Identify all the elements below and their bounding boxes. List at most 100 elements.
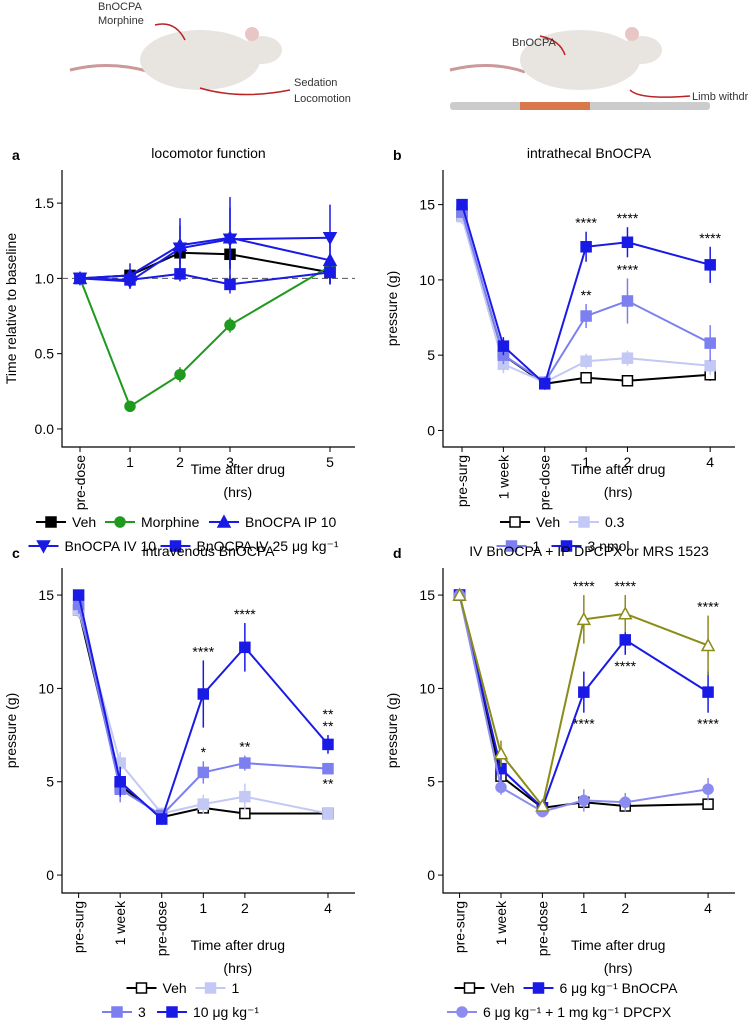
legend-marker [169,540,182,552]
series-line [77,604,329,817]
panel-letter: b [393,147,402,163]
legend-marker [505,540,518,552]
data-point [124,274,136,286]
y-tick-label: 10 [419,272,435,288]
data-point [617,606,633,620]
series-line [79,265,331,408]
x-tick-label: 4 [324,900,332,916]
data-point [538,378,551,390]
y-axis-label: pressure (g) [384,693,400,768]
data-point [74,272,86,285]
y-tick-label: 0.5 [35,346,55,362]
y-tick-label: 1.0 [35,270,55,286]
significance-label: **** [192,643,214,659]
data-point [322,762,334,775]
data-point [222,233,238,247]
y-tick-label: 15 [419,587,435,603]
effect-label: Limb withdrawal [692,91,748,103]
axis-frame [61,568,355,894]
significance-label: **** [573,578,595,594]
data-point [197,688,210,700]
data-point [535,798,550,812]
y-tick-label: 1.5 [35,195,55,211]
x-tick-label: 1 week [493,900,509,945]
legend-marker [463,982,476,994]
legend-label: 6 μg kg⁻¹ BnOCPA [560,980,679,996]
legend-label: Veh [491,980,515,996]
legend-label: 3 nmol [588,538,630,554]
data-point [456,198,468,211]
effect-label: Sedation [294,77,337,89]
y-tick-label: 5 [46,774,54,790]
data-point [239,757,251,769]
legend-marker [111,1006,123,1018]
data-point [72,589,85,601]
drug-label: BnOCPA [98,1,142,13]
x-tick-label: 1 [126,454,134,470]
legend-label: BnOCPA IP 10 [245,514,337,530]
data-point [702,686,714,698]
x-axis-unit: (hrs) [223,484,252,500]
significance-label: **** [617,210,639,226]
significance-label: **** [697,599,719,615]
x-axis-unit: (hrs) [223,960,252,976]
data-point [580,241,592,253]
x-tick-label: 2 [624,454,632,470]
data-point [197,766,210,779]
y-tick-label: 0 [427,867,435,883]
data-point [452,587,467,601]
x-axis-unit: (hrs) [604,960,633,976]
significance-label: **** [323,706,334,734]
panel-letter: d [393,545,402,561]
x-tick-label: 3 [226,454,234,470]
x-axis-label: Time after drug [191,937,285,953]
x-axis-unit: (hrs) [604,484,633,500]
y-tick-label: 5 [427,347,435,363]
legend-label: Veh [536,514,560,530]
legend-marker [135,982,148,994]
axis-frame [61,170,355,448]
y-tick-label: 15 [38,587,54,603]
data-point [324,266,336,279]
data-point [621,352,634,364]
x-tick-label: pre-dose [537,455,553,510]
y-tick-label: 0.0 [35,421,55,437]
data-point [704,359,716,372]
data-point [239,790,251,803]
legend-label: 1 [533,538,541,554]
x-tick-label: 1 [580,900,588,916]
data-point [495,781,507,794]
series-line [79,236,331,283]
drug-label: BnOCPA [512,37,556,49]
x-tick-label: 5 [326,454,334,470]
legend-marker [216,514,232,528]
significance-label: **** [617,261,639,277]
x-tick-label: 4 [706,454,714,470]
significance-label: **** [697,716,719,732]
series-line [461,216,711,384]
illustration-left: BnOCPA Morphine Sedation Locomotion [69,1,351,105]
data-point [322,231,338,246]
legend-label: Veh [163,980,187,996]
y-tick-label: 0 [427,422,435,438]
legend-label: 0.3 [605,514,625,530]
legend-marker [578,516,590,528]
data-point [578,686,590,698]
panel-letter: a [12,147,20,163]
data-point [497,340,510,352]
axis-frame [442,170,735,448]
x-axis-label: Time after drug [571,937,665,953]
legend-label: BnOCPA IV 25 μg kg⁻¹ [197,538,339,554]
significance-label: ** [581,287,592,303]
legend-marker [45,516,57,528]
legend-marker [560,540,573,552]
legend-label: Veh [72,514,96,530]
data-point [578,794,590,807]
x-tick-label: pre-surg [71,901,87,953]
effect-label: Locomotion [294,93,351,105]
chart-title: IV BnOCPA + IP DPCPX or MRS 1523 [469,543,709,559]
data-point [704,259,716,271]
x-tick-label: pre-surg [454,455,470,507]
y-tick-label: 0 [46,867,54,883]
data-point [576,611,592,626]
